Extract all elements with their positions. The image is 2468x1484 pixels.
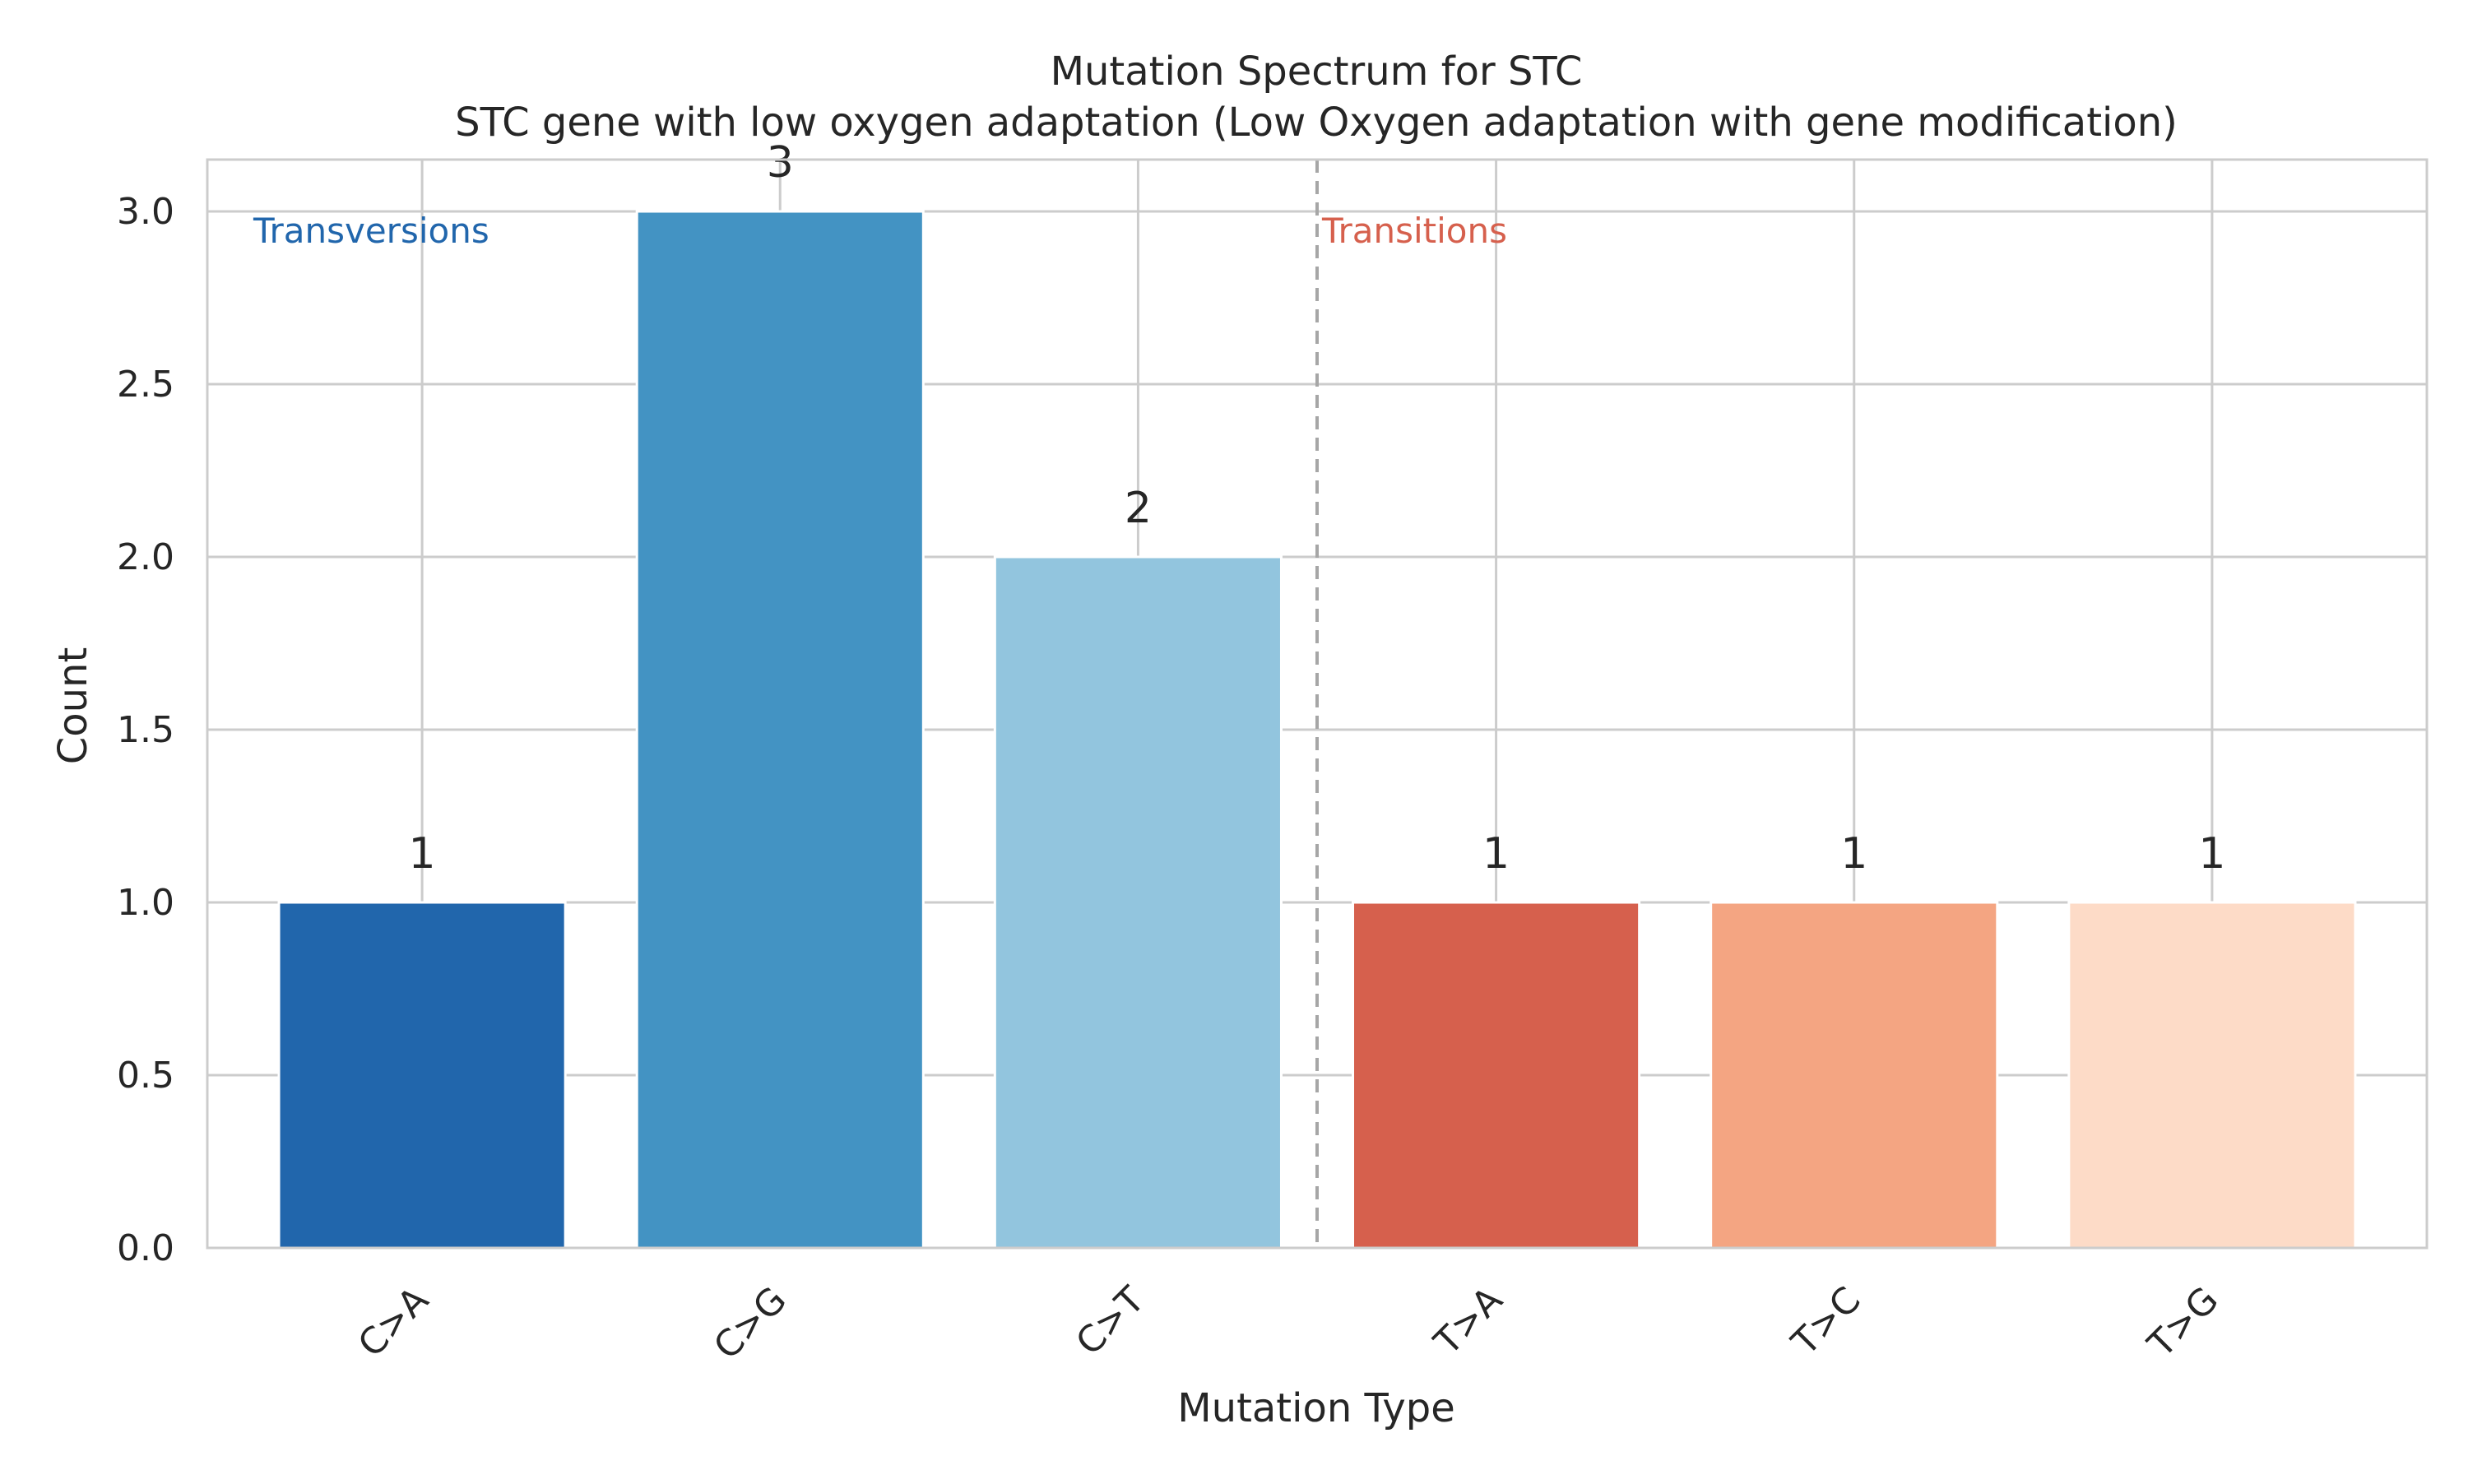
- bar-T-to-G: [2067, 901, 2357, 1250]
- bar-value-label: 1: [409, 829, 436, 879]
- group-label-transversions: Transversions: [253, 211, 489, 251]
- y-tick-label: 3.0: [117, 191, 174, 233]
- y-tick-label: 1.0: [117, 882, 174, 924]
- x-axis-label: Mutation Type: [1177, 1385, 1455, 1431]
- bar-C-to-A: [277, 901, 567, 1250]
- bars: [277, 210, 2357, 1250]
- plot-frame: [206, 158, 2429, 1250]
- y-axis-ticks: 0.0 0.5 1.0 1.5 2.0 2.5 3.0: [117, 191, 174, 1269]
- y-tick-label: 2.5: [117, 364, 174, 406]
- y-tick-label: 2.0: [117, 536, 174, 578]
- bar-value-label: 3: [767, 138, 794, 188]
- bar-value-label: 1: [1482, 829, 1510, 879]
- y-tick-label: 0.0: [117, 1227, 174, 1269]
- bar-T-to-A: [1352, 901, 1641, 1250]
- group-labels: Transversions Transitions: [253, 211, 1507, 251]
- chart-subtitle: STC gene with low oxygen adaptation (Low…: [455, 100, 2178, 146]
- chart-title: Mutation Spectrum for STC: [1051, 49, 1583, 95]
- y-tick-label: 0.5: [117, 1055, 174, 1097]
- bar-data-labels: 1 3 2 1 1 1: [409, 138, 2226, 879]
- group-label-transitions: Transitions: [1321, 211, 1507, 251]
- bar-value-label: 1: [2198, 829, 2225, 879]
- bar-C-to-G: [635, 210, 925, 1250]
- y-axis-label: Count: [50, 647, 96, 765]
- bar-C-to-T: [993, 555, 1283, 1250]
- bar-value-label: 1: [1840, 829, 1867, 879]
- y-tick-label: 1.5: [117, 709, 174, 751]
- bar-value-label: 2: [1125, 484, 1152, 533]
- bar-T-to-C: [1710, 901, 1999, 1250]
